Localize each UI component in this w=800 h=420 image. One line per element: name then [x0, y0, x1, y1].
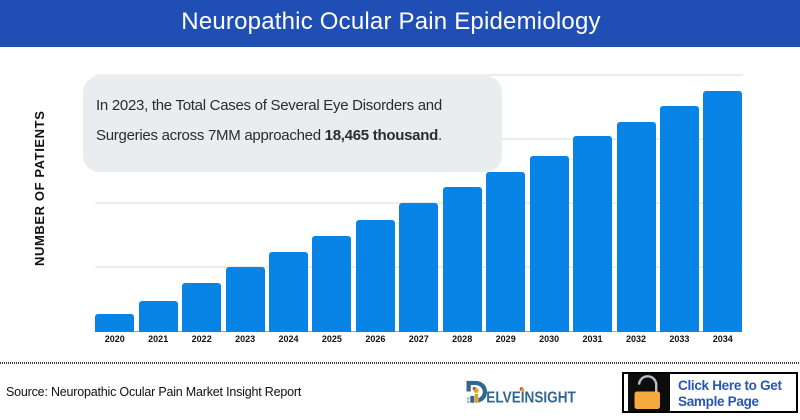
svg-text:ELVEINSIGHT: ELVEINSIGHT [486, 390, 576, 407]
